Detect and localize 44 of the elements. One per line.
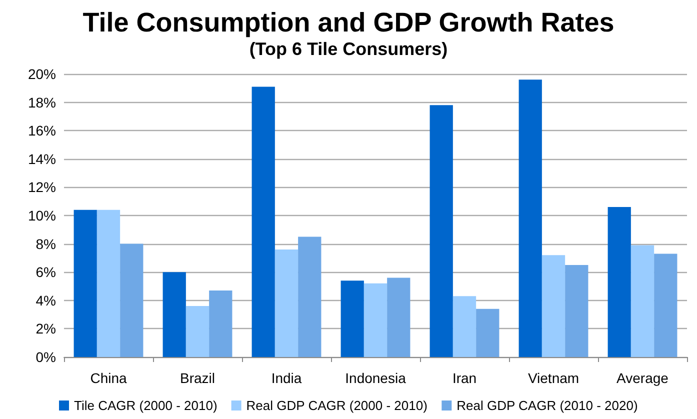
bar xyxy=(452,296,476,357)
x-tick-label: Iran xyxy=(452,370,477,386)
bar xyxy=(565,265,588,357)
y-tick-label: 16% xyxy=(28,122,56,139)
bar xyxy=(518,80,542,357)
y-tick-label: 18% xyxy=(28,94,56,110)
bar xyxy=(74,210,97,357)
bar xyxy=(274,249,298,357)
legend-label: Tile CAGR (2000 - 2010) xyxy=(74,398,218,413)
y-tick-label: 4% xyxy=(36,292,56,308)
x-tick-label: Vietnam xyxy=(528,370,580,386)
y-tick-label: 12% xyxy=(28,179,56,196)
bar xyxy=(162,272,186,357)
y-tick-label: 0% xyxy=(36,349,56,365)
chart-title: Tile Consumption and GDP Growth Rates xyxy=(82,8,614,38)
x-tick-label: Brazil xyxy=(180,370,216,386)
y-tick-label: 8% xyxy=(36,236,56,252)
y-tick-label: 20% xyxy=(28,66,56,82)
x-tick-label: China xyxy=(90,370,127,386)
bar xyxy=(430,105,453,357)
bar xyxy=(608,207,631,357)
bar xyxy=(298,236,322,357)
bar xyxy=(340,280,364,357)
bar xyxy=(252,86,275,357)
legend-label: Real GDP CAGR (2010 - 2020) xyxy=(456,398,638,413)
bar xyxy=(364,283,388,357)
bar xyxy=(630,245,654,357)
bar xyxy=(542,255,566,357)
x-tick-label: Indonesia xyxy=(345,370,406,386)
bar xyxy=(96,210,120,357)
bar xyxy=(186,306,210,357)
bar xyxy=(120,244,144,357)
y-tick-label: 6% xyxy=(36,264,56,280)
bar xyxy=(476,308,500,357)
bar xyxy=(654,254,678,357)
x-tick-label: Average xyxy=(616,370,669,386)
bar xyxy=(387,278,410,357)
y-tick-label: 10% xyxy=(28,208,56,224)
y-tick-label: 2% xyxy=(36,320,56,337)
legend-label: Real GDP CAGR (2000 - 2010) xyxy=(246,398,428,413)
x-tick-label: India xyxy=(271,370,302,386)
bar xyxy=(209,290,232,357)
chart-subtitle: (Top 6 Tile Consumers) xyxy=(249,39,448,59)
y-tick-label: 14% xyxy=(28,150,56,167)
